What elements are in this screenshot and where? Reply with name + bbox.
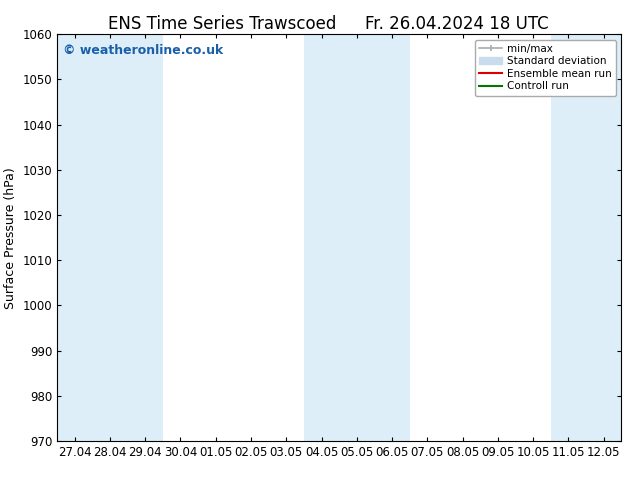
Bar	[304, 34, 410, 441]
Text: © weatheronline.co.uk: © weatheronline.co.uk	[63, 45, 223, 57]
Bar	[57, 34, 163, 441]
Y-axis label: Surface Pressure (hPa): Surface Pressure (hPa)	[4, 167, 17, 309]
Bar	[551, 34, 621, 441]
Text: ENS Time Series Trawscoed: ENS Time Series Trawscoed	[108, 15, 336, 33]
Text: Fr. 26.04.2024 18 UTC: Fr. 26.04.2024 18 UTC	[365, 15, 548, 33]
Legend: min/max, Standard deviation, Ensemble mean run, Controll run: min/max, Standard deviation, Ensemble me…	[475, 40, 616, 96]
